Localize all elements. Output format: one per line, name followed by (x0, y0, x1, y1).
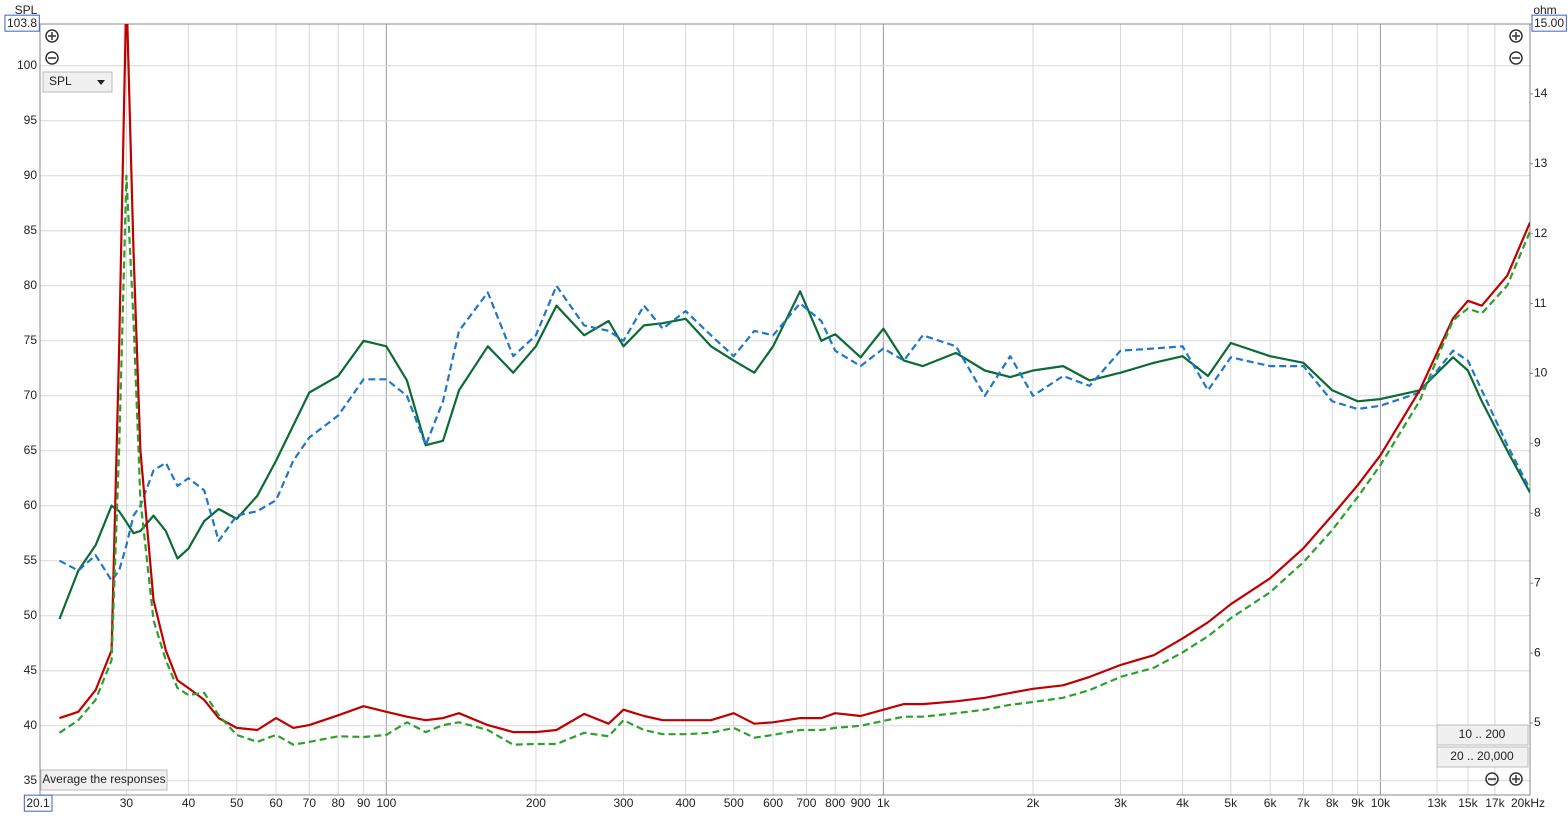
y2-tick-label: 15.00 (1534, 16, 1564, 30)
zoom-icons[interactable] (45, 29, 1523, 786)
y-tick-label: 70 (24, 388, 38, 402)
y2-tick-label: 5 (1534, 715, 1541, 729)
x-tick-label: 5k (1224, 796, 1238, 810)
series-line (59, 24, 1530, 734)
y-tick-label: 75 (24, 333, 38, 347)
range-button[interactable]: 20 .. 20,000 (1436, 746, 1529, 768)
x-tick-label: 13k (1427, 796, 1447, 810)
x-tick-label: 4k (1176, 796, 1190, 810)
y-tick-label: 40 (24, 718, 38, 732)
x-tick-label: 100 (376, 796, 396, 810)
plot-frame (39, 23, 1531, 796)
x-tick-label: 90 (357, 796, 371, 810)
series-line (58, 284, 1530, 582)
y2-tick-label: 14 (1534, 86, 1548, 100)
lines (58, 24, 1530, 746)
y2-tick-label: 13 (1534, 156, 1548, 170)
x-tick-label: 8k (1326, 796, 1340, 810)
x-tick-label: 400 (676, 796, 696, 810)
y-tick-label: 80 (24, 278, 38, 292)
x-tick-label: 50 (230, 796, 244, 810)
y-tick-label: 50 (24, 608, 38, 622)
y2-tick-label: 12 (1534, 226, 1548, 240)
y-tick-label: 85 (24, 223, 38, 237)
axis-limit-box (4, 14, 40, 32)
y2-axis-label: ohm (1533, 3, 1556, 17)
y2-tick-label: 10 (1534, 366, 1548, 380)
y2-tick-label: 11 (1534, 296, 1547, 310)
y-tick-label: 35 (24, 773, 38, 787)
x-tick-label: 600 (763, 796, 783, 810)
y-tick-label: 60 (24, 498, 38, 512)
y2-tick-label: 7 (1534, 575, 1541, 589)
x-tick-label: 3k (1114, 796, 1128, 810)
range-button-label[interactable]: 20 .. 20,000 (1450, 749, 1514, 763)
x-tick-label: 15k (1458, 796, 1478, 810)
x-tick-label: 70 (303, 796, 317, 810)
average-button-label[interactable]: Average the responses (42, 772, 165, 786)
y-tick-label: 90 (24, 168, 38, 182)
x-tick-label: 7k (1297, 796, 1311, 810)
axis-limit-box (1531, 14, 1567, 32)
x-tick-label: 2k (1027, 796, 1041, 810)
range-button-label[interactable]: 10 .. 200 (1459, 727, 1506, 741)
x-tick-label: 700 (796, 796, 816, 810)
x-tick-label: 17k (1485, 796, 1505, 810)
series-line (58, 290, 1530, 620)
y-tick-label: 65 (24, 443, 38, 457)
y2-tick-label: 8 (1534, 505, 1541, 519)
y-axis-label: SPL (15, 3, 38, 17)
axis-limit-box (23, 794, 53, 812)
x-tick-label: 6k (1264, 796, 1278, 810)
x-tick-label: 30 (120, 796, 134, 810)
y2-tick-label: 6 (1534, 645, 1541, 659)
x-tick-label: 800 (825, 796, 845, 810)
y-tick-label: 95 (24, 113, 38, 127)
dropdown[interactable]: SPL (42, 71, 113, 93)
x-tick-label: 500 (724, 796, 744, 810)
range-button[interactable]: 10 .. 200 (1436, 724, 1529, 746)
x-tick-label: 200 (526, 796, 546, 810)
dropdown-label[interactable]: SPL (49, 74, 72, 88)
x-tick-label: 1k (877, 796, 891, 810)
y2-tick-label: 9 (1534, 436, 1541, 450)
x-tick-label: 300 (613, 796, 633, 810)
y-tick-label: 55 (24, 553, 38, 567)
y-tick-label: 100 (17, 58, 37, 72)
grid (39, 23, 1533, 795)
x-tick-label: 20kHz (1511, 796, 1545, 810)
x-tick-label: 40 (182, 796, 196, 810)
series-line (58, 174, 1530, 746)
average-button[interactable]: Average the responses (40, 769, 168, 791)
x-tick-label: 9k (1351, 796, 1365, 810)
x-tick-label: 60 (269, 796, 283, 810)
y-tick-label: 45 (24, 663, 38, 677)
y-tick-label: 103.8 (7, 16, 37, 30)
x-tick-label: 10k (1371, 796, 1391, 810)
x-tick-label: 80 (331, 796, 345, 810)
x-tick-label: 900 (851, 796, 871, 810)
labels: 20.1 30 40 50 60 70 80 90 100 200 300 400 500 600 700 8… (4, 14, 1567, 812)
x-tick-label: 20.1 (26, 796, 50, 810)
